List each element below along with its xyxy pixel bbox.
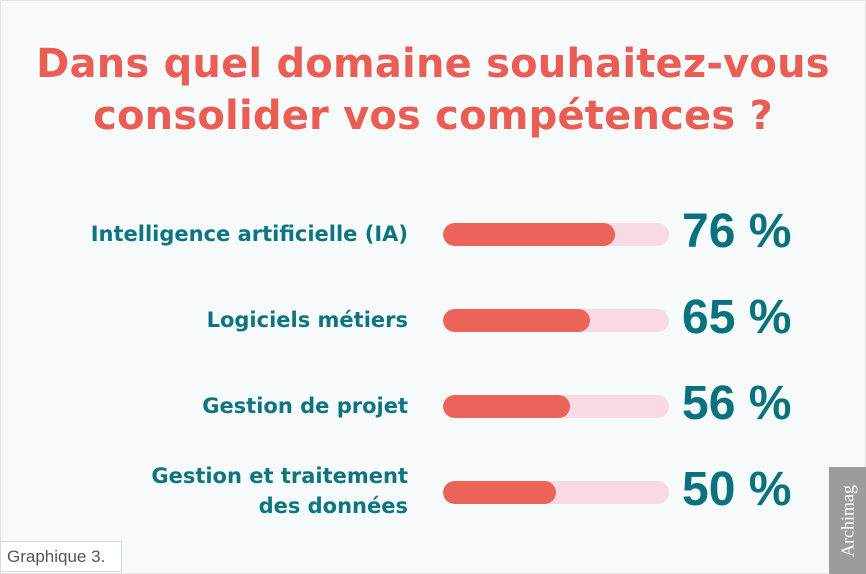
bar-track <box>443 223 669 246</box>
bar-fill <box>443 481 556 504</box>
bar-fill <box>443 395 570 418</box>
bar-track <box>443 481 669 504</box>
bar-value: 76 % <box>682 205 792 258</box>
bar-fill <box>443 309 590 332</box>
bar-label: Gestion de projet <box>202 394 408 418</box>
bar-label-line-2: des données <box>258 494 408 518</box>
bar-value: 56 % <box>682 377 792 430</box>
figure-caption: Graphique 3. <box>0 541 122 572</box>
chart-title: Dans quel domaine souhaitez-vous consoli… <box>0 38 866 142</box>
bar-value: 65 % <box>682 291 792 344</box>
source-badge: Archimag <box>829 467 866 574</box>
bar-label: Gestion et traitement des données <box>151 461 408 521</box>
chart-title-line-2: consolider vos compétences ? <box>93 93 773 139</box>
bar-track <box>443 395 669 418</box>
bar-value: 50 % <box>682 463 792 516</box>
bar-label: Intelligence artificielle (IA) <box>90 222 408 246</box>
source-label: Archimag <box>837 484 857 557</box>
chart-title-line-1: Dans quel domaine souhaitez-vous <box>36 41 830 87</box>
bar-label-line-1: Gestion et traitement <box>151 464 408 488</box>
bar-label: Logiciels métiers <box>206 308 408 332</box>
bar-fill <box>443 223 615 246</box>
bar-track <box>443 309 669 332</box>
